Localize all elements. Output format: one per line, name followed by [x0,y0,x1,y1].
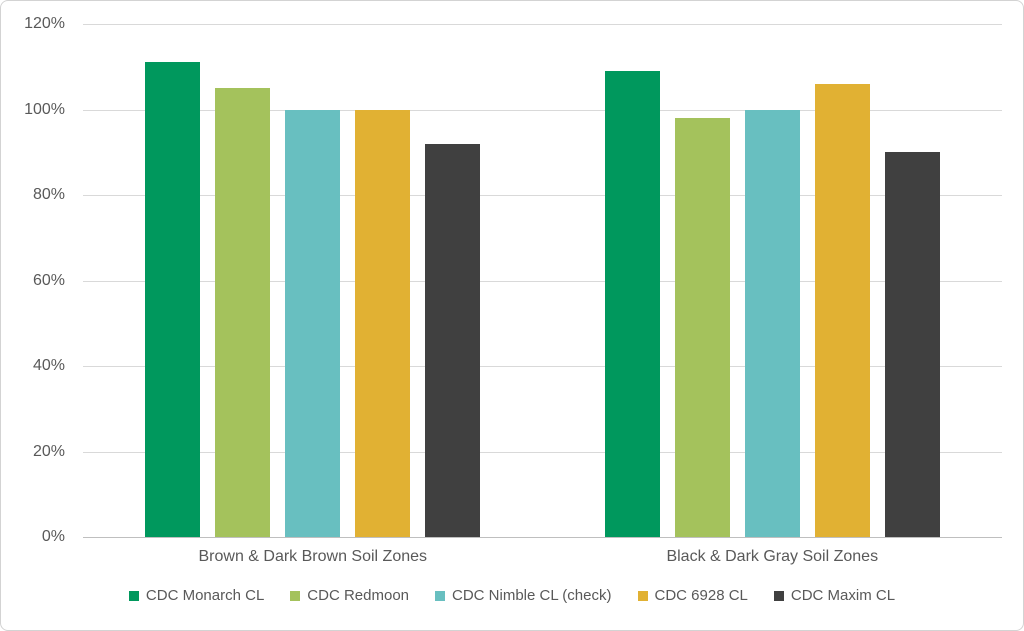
legend-swatch-icon [637,590,648,601]
category-label: Black & Dark Gray Soil Zones [666,548,879,565]
legend-item: CDC 6928 CL [637,587,748,604]
x-axis-line [83,537,1002,538]
y-tick-label: 120% [24,15,65,32]
gridline [83,366,1002,367]
legend-item: CDC Maxim CL [773,587,896,604]
bar [355,109,411,537]
gridline [83,24,1002,25]
y-tick-label: 80% [32,186,65,203]
bar [884,152,940,537]
gridline [83,109,1002,111]
legend-item: CDC Monarch CL [128,587,265,604]
bar [425,143,481,537]
legend: CDC Monarch CL CDC Redmoon CDC Nimble CL (… [1,587,1023,604]
bar-group [145,24,481,537]
bar [744,109,800,537]
y-tick-label: 60% [32,271,65,289]
gridline [83,195,1002,196]
legend-swatch-icon [290,590,301,601]
y-tick-label: 0% [41,528,65,545]
legend-swatch-icon [773,590,784,601]
x-axis-category-labels: Brown & Dark Brown Soil Zones Black & Dar… [83,546,1002,568]
legend-swatch-icon [435,590,446,601]
bar [215,88,271,537]
bar-group [604,24,940,537]
legend-item: CDC Nimble CL (check) [435,587,612,604]
y-axis: 0% 20% 40% 60% 80% 100% 120% [1,15,65,545]
legend-label: CDC Nimble CL (check) [452,587,612,604]
y-tick-label: 100% [24,100,65,118]
bar [814,83,870,537]
category-label: Brown & Dark Brown Soil Zones [198,548,428,565]
gridline [83,280,1002,282]
y-tick-label: 20% [32,442,65,460]
plot-area [83,24,1002,538]
legend-label: CDC Maxim CL [790,587,896,604]
legend-label: CDC 6928 CL [654,587,748,604]
legend-label: CDC Monarch CL [145,587,265,604]
gridline [83,451,1002,453]
bar [674,118,730,537]
legend-label: CDC Redmoon [307,587,410,604]
legend-item: CDC Redmoon [290,587,409,604]
bar [604,71,660,537]
legend-swatch-icon [128,590,139,601]
y-tick-label: 40% [32,357,65,374]
bar [285,109,341,537]
bar [145,62,201,537]
